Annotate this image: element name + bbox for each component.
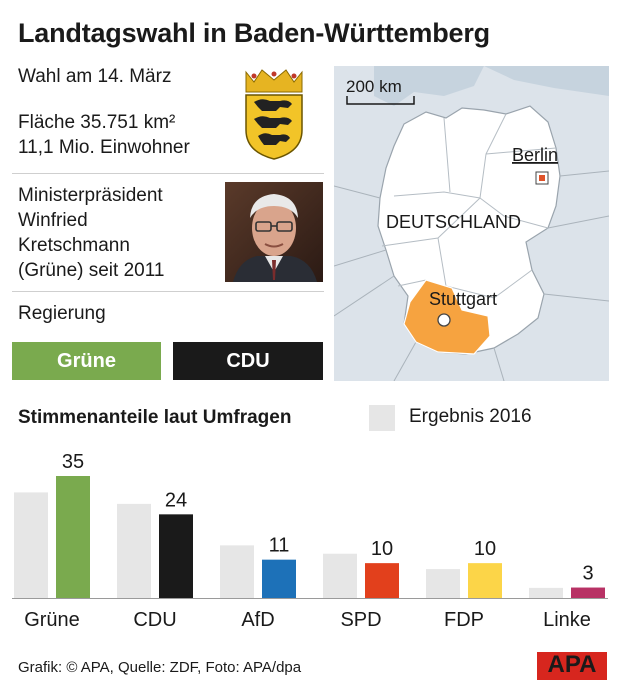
data-label-grüne: 35 (62, 451, 84, 473)
stuttgart-marker (437, 313, 451, 327)
source-credit: Grafik: © APA, Quelle: ZDF, Foto: APA/dp… (18, 659, 302, 676)
page-title: Landtagswahl in Baden-Württemberg (18, 18, 490, 48)
legend-label-2016: Ergebnis 2016 (409, 406, 532, 427)
population-fact: 11,1 Mio. Einwohner (18, 137, 190, 158)
berlin-label: Berlin (512, 145, 558, 165)
premier-photo (225, 182, 323, 282)
scale-label: 200 km (346, 77, 402, 96)
area-fact: Fläche 35.751 km² (18, 112, 176, 133)
sea-area (374, 66, 484, 106)
bar-poll-afd (262, 559, 296, 598)
bar-2016-grüne (14, 492, 48, 598)
country-label: DEUTSCHLAND (386, 212, 521, 232)
government-label: Regierung (18, 303, 106, 324)
data-label-linke: 3 (582, 563, 593, 585)
category-label-spd: SPD (340, 609, 381, 631)
data-label-afd: 11 (269, 535, 290, 557)
coat-of-arms-icon (245, 69, 303, 160)
chart-title: Stimmenanteile laut Umfragen (18, 407, 292, 428)
bar-2016-afd (220, 545, 254, 598)
category-label-fdp: FDP (444, 609, 484, 631)
premier-first-name: Winfried (18, 210, 88, 231)
premier-party-since: (Grüne) seit 2011 (18, 260, 165, 281)
data-label-fdp: 10 (474, 538, 496, 560)
poll-bar-chart: 35 Grüne 24 CDU 11 AfD 10 SPD 10 FDP 3 Linke (12, 451, 608, 631)
election-date: Wahl am 14. März (18, 66, 172, 87)
bar-2016-fdp (426, 569, 460, 598)
bar-poll-linke (571, 587, 605, 598)
neighbour-borders (334, 170, 609, 381)
divider (12, 173, 324, 174)
bar-2016-linke (529, 587, 563, 598)
category-label-afd: AfD (241, 609, 274, 631)
state-boundaries (381, 113, 557, 299)
category-label-grüne: Grüne (24, 609, 80, 631)
apa-logo-text: APA (548, 651, 597, 678)
apa-logo: APA (537, 651, 607, 680)
government-party-gruene: Grüne (12, 342, 161, 380)
bar-poll-fdp (468, 563, 502, 598)
data-label-cdu: 24 (165, 489, 187, 511)
scale-bar (346, 96, 415, 105)
bar-2016-cdu (117, 503, 151, 598)
berlin-marker-fill (539, 175, 545, 181)
germany-locator-map: Stuttgart Berlin DEUTSCHLAND 200 km (334, 66, 609, 381)
stuttgart-label: Stuttgart (429, 289, 497, 309)
bar-poll-cdu (159, 514, 193, 598)
bar-poll-spd (365, 563, 399, 598)
data-label-spd: 10 (371, 538, 393, 560)
government-party-cdu: CDU (173, 342, 323, 380)
premier-title: Ministerpräsident (18, 185, 163, 206)
divider (12, 291, 324, 292)
category-label-linke: Linke (543, 609, 591, 631)
sea-area (484, 66, 609, 96)
bar-poll-grüne (56, 476, 90, 598)
premier-last-name: Kretschmann (18, 235, 130, 256)
category-label-cdu: CDU (133, 609, 176, 631)
bar-2016-spd (323, 553, 357, 598)
legend-swatch-2016 (369, 405, 395, 431)
